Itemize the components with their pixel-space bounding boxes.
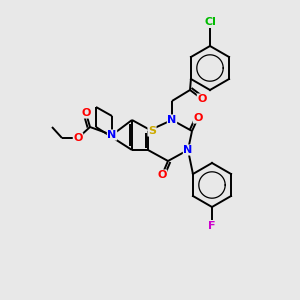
Text: O: O [193, 113, 203, 123]
Text: O: O [197, 94, 207, 104]
Text: O: O [81, 108, 91, 118]
Text: O: O [157, 170, 167, 180]
Text: Cl: Cl [204, 17, 216, 27]
Text: F: F [208, 221, 216, 231]
Text: S: S [148, 126, 156, 136]
Text: N: N [107, 130, 117, 140]
Text: N: N [167, 115, 177, 125]
Text: N: N [183, 145, 193, 155]
Text: O: O [73, 133, 83, 143]
